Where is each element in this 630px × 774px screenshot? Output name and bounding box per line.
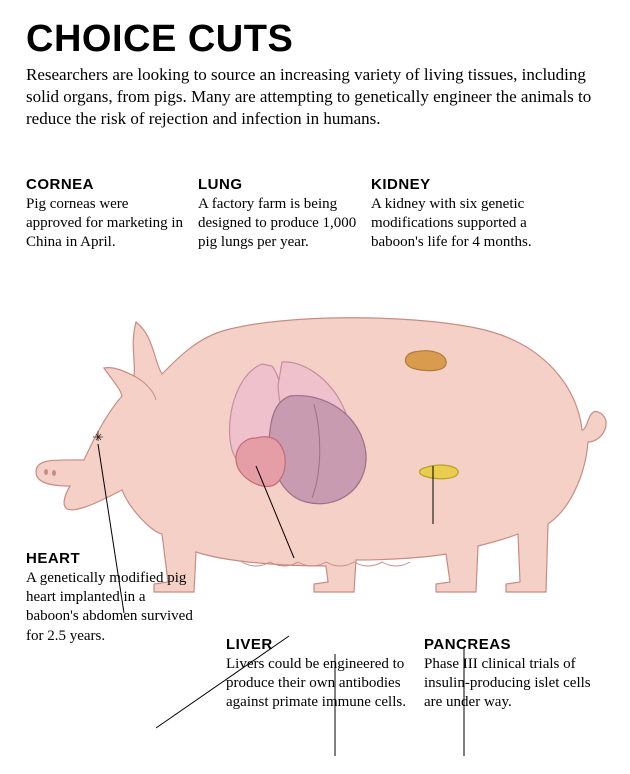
label-liver-body: Livers could be engineered to produce th… [226, 655, 406, 713]
label-lung: LUNG A factory farm is being designed to… [198, 176, 362, 253]
label-pancreas-body: Phase III clinical trials of insulin-pro… [424, 655, 592, 713]
label-cornea-body: Pig corneas were approved for marketing … [26, 195, 184, 253]
labels-layer: CORNEA Pig corneas were approved for mar… [26, 176, 604, 756]
label-cornea: CORNEA Pig corneas were approved for mar… [26, 176, 184, 253]
page-title: CHOICE CUTS [26, 20, 604, 58]
label-kidney: KIDNEY A kidney with six genetic modific… [371, 176, 551, 253]
label-kidney-heading: KIDNEY [371, 176, 551, 193]
label-pancreas-heading: PANCREAS [424, 636, 592, 653]
label-kidney-body: A kidney with six genetic modifications … [371, 195, 551, 253]
label-heart-heading: HEART [26, 550, 198, 567]
label-lung-heading: LUNG [198, 176, 362, 193]
label-liver-heading: LIVER [226, 636, 406, 653]
label-heart-body: A genetically modified pig heart implant… [26, 569, 198, 646]
page-subtitle: Researchers are looking to source an inc… [26, 64, 604, 130]
label-lung-body: A factory farm is being designed to prod… [198, 195, 362, 253]
label-heart: HEART A genetically modified pig heart i… [26, 550, 198, 646]
label-pancreas: PANCREAS Phase III clinical trials of in… [424, 636, 592, 713]
label-cornea-heading: CORNEA [26, 176, 184, 193]
label-liver: LIVER Livers could be engineered to prod… [226, 636, 406, 713]
